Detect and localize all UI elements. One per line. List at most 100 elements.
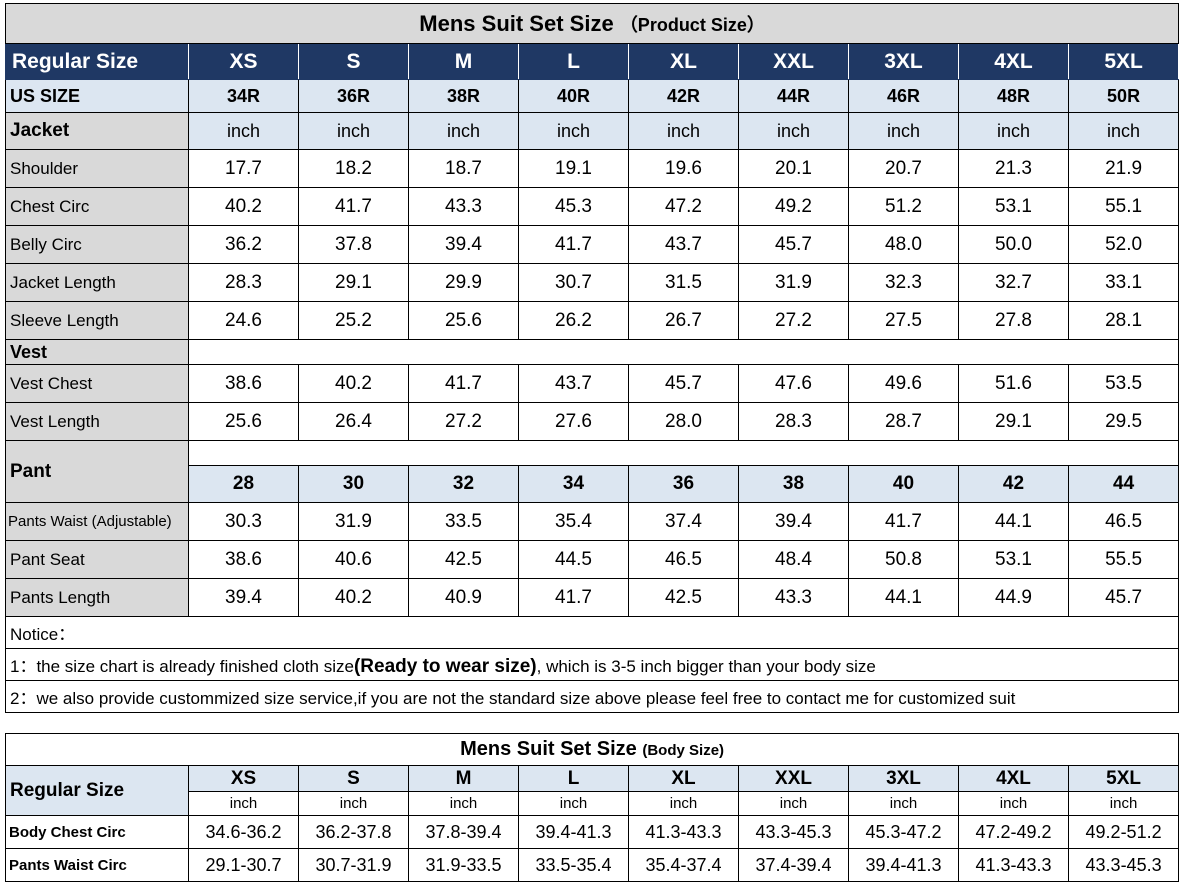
- table-row: Body Chest Circ 34.6-36.2 36.2-37.8 37.8…: [5, 815, 1180, 849]
- value-cell: 24.6: [188, 301, 299, 340]
- unit-cell: inch: [848, 112, 959, 150]
- value-cell: 50.0: [958, 225, 1069, 264]
- value-cell: 35.4: [518, 502, 629, 541]
- size-header-cell: L: [518, 765, 629, 792]
- value-cell: 30.7: [518, 263, 629, 302]
- note-1-prefix: 1：the size chart is already finished clo…: [10, 656, 354, 676]
- pant-section-row: Pant: [5, 440, 1180, 503]
- value-cell: 29.9: [408, 263, 519, 302]
- value-cell: 31.9-33.5: [408, 848, 519, 882]
- value-cell: 25.6: [188, 402, 299, 441]
- note-1-suffix: , which is 3-5 inch bigger than your bod…: [536, 656, 876, 676]
- value-cell: 41.3-43.3: [628, 815, 739, 849]
- pant-size-cell: 42: [958, 465, 1069, 503]
- value-cell: 27.8: [958, 301, 1069, 340]
- value-cell: 19.6: [628, 149, 739, 188]
- value-cell: 28.3: [188, 263, 299, 302]
- value-cell: 41.7: [408, 364, 519, 403]
- pant-size-cell: 34: [518, 465, 629, 503]
- note-1-bold: (Ready to wear size): [353, 655, 537, 677]
- us-size-cell: 36R: [298, 79, 409, 113]
- size-header-cell: L: [518, 43, 629, 80]
- value-cell: 18.2: [298, 149, 409, 188]
- value-cell: 25.6: [408, 301, 519, 340]
- pant-size-cell: 30: [298, 465, 409, 503]
- note-row-1: 1：the size chart is already finished clo…: [4, 648, 1180, 681]
- value-cell: 37.4-39.4: [738, 848, 849, 882]
- unit-cell: inch: [188, 791, 299, 816]
- value-cell: 33.5: [408, 502, 519, 541]
- size-header-cell: 5XL: [1067, 43, 1180, 80]
- unit-cell: inch: [188, 112, 299, 150]
- value-cell: 37.4: [628, 502, 739, 541]
- value-cell: 45.3: [518, 187, 629, 226]
- pant-size-cell: 36: [628, 465, 739, 503]
- notice-row: Notice：: [4, 616, 1180, 649]
- size-header-cell: XXL: [738, 43, 849, 80]
- product-title-text: Mens Suit Set Size: [419, 10, 614, 36]
- value-cell: 25.2: [298, 301, 409, 340]
- value-cell: 29.1: [958, 402, 1069, 441]
- row-label: Vest Length: [5, 402, 189, 441]
- value-cell: 43.7: [518, 364, 629, 403]
- value-cell: 28.3: [738, 402, 849, 441]
- product-subtitle-text: （Product Size）: [619, 14, 765, 35]
- size-header-cell: XXL: [738, 765, 849, 792]
- value-cell: 55.5: [1067, 540, 1180, 579]
- note-1: 1：the size chart is already finished clo…: [4, 648, 1180, 681]
- size-header-cell: 3XL: [848, 43, 959, 80]
- row-label: Sleeve Length: [5, 301, 189, 340]
- pant-size-cell: 40: [848, 465, 959, 503]
- value-cell: 26.4: [298, 402, 409, 441]
- value-cell: 30.3: [188, 502, 299, 541]
- row-label: Pant Seat: [5, 540, 189, 579]
- body-subtitle-text: (Body Size): [642, 742, 725, 759]
- value-cell: 36.2-37.8: [298, 815, 409, 849]
- row-label: Vest Chest: [5, 364, 189, 403]
- size-header-cell: S: [298, 43, 409, 80]
- row-label: Shoulder: [5, 149, 189, 188]
- body-table-title: Mens Suit Set Size (Body Size): [4, 733, 1180, 766]
- value-cell: 29.1-30.7: [188, 848, 299, 882]
- value-cell: 33.5-35.4: [518, 848, 629, 882]
- value-cell: 30.7-31.9: [298, 848, 409, 882]
- value-cell: 49.2: [738, 187, 849, 226]
- value-cell: 27.6: [518, 402, 629, 441]
- us-size-cell: 50R: [1067, 79, 1180, 113]
- value-cell: 18.7: [408, 149, 519, 188]
- value-cell: 17.7: [188, 149, 299, 188]
- size-header-cell: XL: [628, 765, 739, 792]
- value-cell: 44.1: [958, 502, 1069, 541]
- vest-section-blank: [187, 339, 1180, 365]
- value-cell: 26.2: [518, 301, 629, 340]
- us-size-label: US SIZE: [5, 79, 189, 113]
- value-cell: 21.9: [1067, 149, 1180, 188]
- value-cell: 39.4: [188, 578, 299, 617]
- value-cell: 39.4: [738, 502, 849, 541]
- value-cell: 51.2: [848, 187, 959, 226]
- body-size-table: Mens Suit Set Size (Body Size) Regular S…: [4, 733, 1180, 882]
- value-cell: 21.3: [958, 149, 1069, 188]
- unit-cell: inch: [848, 791, 959, 816]
- pant-section-blank: [187, 440, 1180, 466]
- value-cell: 41.7: [848, 502, 959, 541]
- us-size-cell: 38R: [408, 79, 519, 113]
- value-cell: 20.7: [848, 149, 959, 188]
- table-row: Shoulder 17.7 18.2 18.7 19.1 19.6 20.1 2…: [5, 149, 1180, 188]
- unit-cell: inch: [958, 112, 1069, 150]
- value-cell: 37.8-39.4: [408, 815, 519, 849]
- value-cell: 42.5: [408, 540, 519, 579]
- table-row: Pants Length 39.4 40.2 40.9 41.7 42.5 43…: [5, 578, 1180, 617]
- table-row: Sleeve Length 24.6 25.2 25.6 26.2 26.7 2…: [5, 301, 1180, 340]
- table-row: Pants Waist Circ 29.1-30.7 30.7-31.9 31.…: [5, 848, 1180, 882]
- size-header-cell: S: [298, 765, 409, 792]
- vest-section-row: Vest: [5, 339, 1180, 365]
- value-cell: 39.4: [408, 225, 519, 264]
- jacket-section-row: Jacket inch inch inch inch inch inch inc…: [5, 112, 1180, 150]
- size-header-row: Regular Size XS S M L XL XXL 3XL 4XL 5XL: [5, 43, 1180, 80]
- size-header-cell: 3XL: [848, 765, 959, 792]
- value-cell: 43.3: [738, 578, 849, 617]
- pant-section-label: Pant: [5, 440, 189, 503]
- row-label: Body Chest Circ: [5, 815, 189, 849]
- value-cell: 40.9: [408, 578, 519, 617]
